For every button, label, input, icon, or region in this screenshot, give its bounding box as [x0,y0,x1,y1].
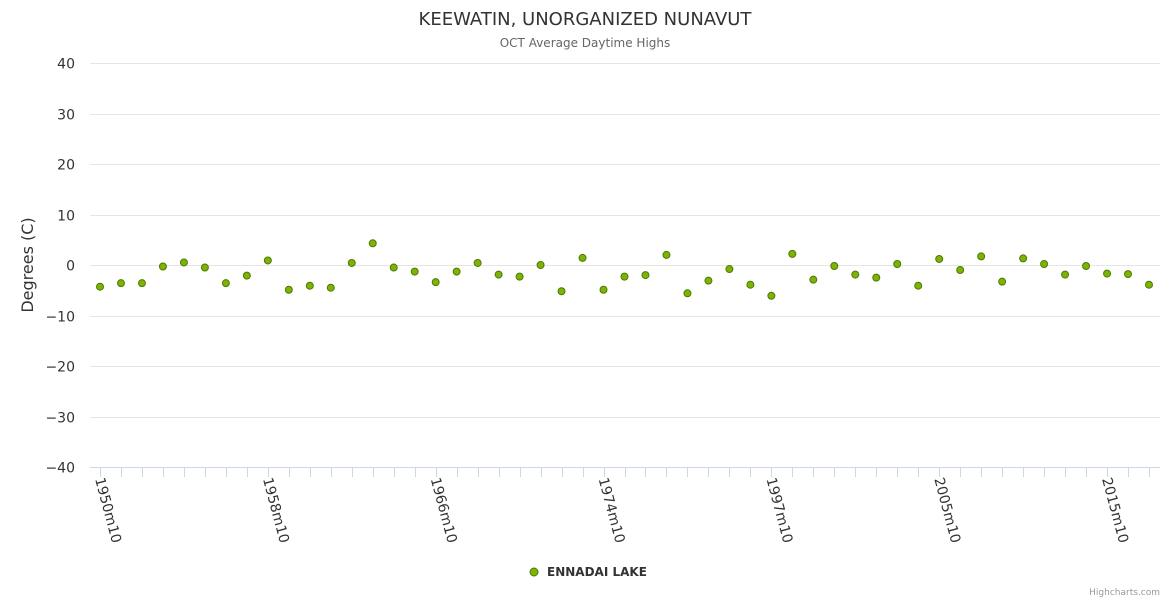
data-point[interactable] [305,281,314,290]
data-point[interactable] [998,277,1007,286]
data-point[interactable] [116,279,125,288]
data-point[interactable] [767,291,776,300]
y-tick-label: 10 [57,209,75,225]
data-point[interactable] [893,259,902,268]
data-point[interactable] [347,258,356,267]
data-point[interactable] [263,256,272,265]
legend-item-ennadai-lake[interactable]: ENNADAI LAKE [547,565,647,579]
data-point[interactable] [809,275,818,284]
y-tick-label: 0 [66,259,75,275]
data-point[interactable] [242,271,251,280]
data-point[interactable] [683,289,692,298]
data-point[interactable] [515,272,524,281]
data-point[interactable] [284,285,293,294]
data-point[interactable] [788,249,797,258]
data-point[interactable] [830,262,839,271]
x-ticks [100,467,1150,477]
data-point[interactable] [326,283,335,292]
chart-title: KEEWATIN, UNORGANIZED NUNAVUT [419,9,753,30]
data-point[interactable] [662,250,671,259]
highcharts-credit[interactable]: Highcharts.com [1089,588,1160,598]
data-point[interactable] [956,266,965,275]
data-point[interactable] [977,252,986,261]
data-point[interactable] [725,265,734,274]
legend[interactable]: ENNADAI LAKE [529,565,647,579]
data-point[interactable] [872,273,881,282]
data-point[interactable] [1061,270,1070,279]
data-point[interactable] [431,278,440,287]
data-point[interactable] [557,287,566,296]
data-point[interactable] [914,281,923,290]
data-point[interactable] [96,282,104,291]
y-tick-label: 30 [57,108,75,124]
legend-marker[interactable] [529,567,539,577]
data-point[interactable] [368,239,377,248]
data-point[interactable] [494,270,503,279]
y-tick-label: 20 [57,158,75,174]
data-point[interactable] [746,280,755,289]
grid-lines [90,63,1160,418]
data-points [96,239,1153,300]
data-point[interactable] [1082,262,1091,271]
data-point[interactable] [620,272,629,281]
x-tick-labels: 1950m10 1958m10 1966m10 1974m10 1997m10 2005m… [91,476,1131,545]
x-tick-label: 2015m10 [1098,476,1131,545]
data-point[interactable] [137,279,146,288]
y-tick-labels: 40 30 20 10 0 −10 −20 −30 −40 [45,57,75,477]
x-tick-label: 1958m10 [259,476,292,545]
data-point[interactable] [179,258,188,267]
data-point[interactable] [221,279,230,288]
data-point[interactable] [1019,254,1028,263]
y-tick-label: 40 [57,57,75,73]
x-tick-label: 1950m10 [91,476,124,545]
data-point[interactable] [1124,270,1133,279]
x-tick-label: 1966m10 [427,476,460,545]
data-point[interactable] [704,276,713,285]
data-point[interactable] [410,267,419,276]
data-point[interactable] [641,271,650,280]
data-point[interactable] [851,270,860,279]
data-point[interactable] [473,258,482,267]
x-tick-label: 2005m10 [930,476,963,545]
y-tick-label: −20 [45,360,75,376]
data-point[interactable] [599,285,608,294]
data-point[interactable] [1040,259,1049,268]
data-point[interactable] [536,261,545,269]
x-tick-label: 1997m10 [762,476,795,545]
data-point[interactable] [1103,269,1112,278]
data-point[interactable] [158,262,167,271]
data-point[interactable] [452,267,461,276]
data-point[interactable] [200,263,209,272]
data-point[interactable] [935,254,944,263]
data-point[interactable] [578,253,587,262]
y-tick-label: −30 [45,411,75,427]
y-tick-label: −10 [45,310,75,326]
chart-subtitle: OCT Average Daytime Highs [500,36,671,50]
data-point[interactable] [389,263,398,272]
data-point[interactable] [1145,280,1153,289]
y-tick-label: −40 [45,461,75,477]
y-axis-label: Degrees (C) [18,217,37,312]
x-tick-label: 1974m10 [595,476,628,545]
